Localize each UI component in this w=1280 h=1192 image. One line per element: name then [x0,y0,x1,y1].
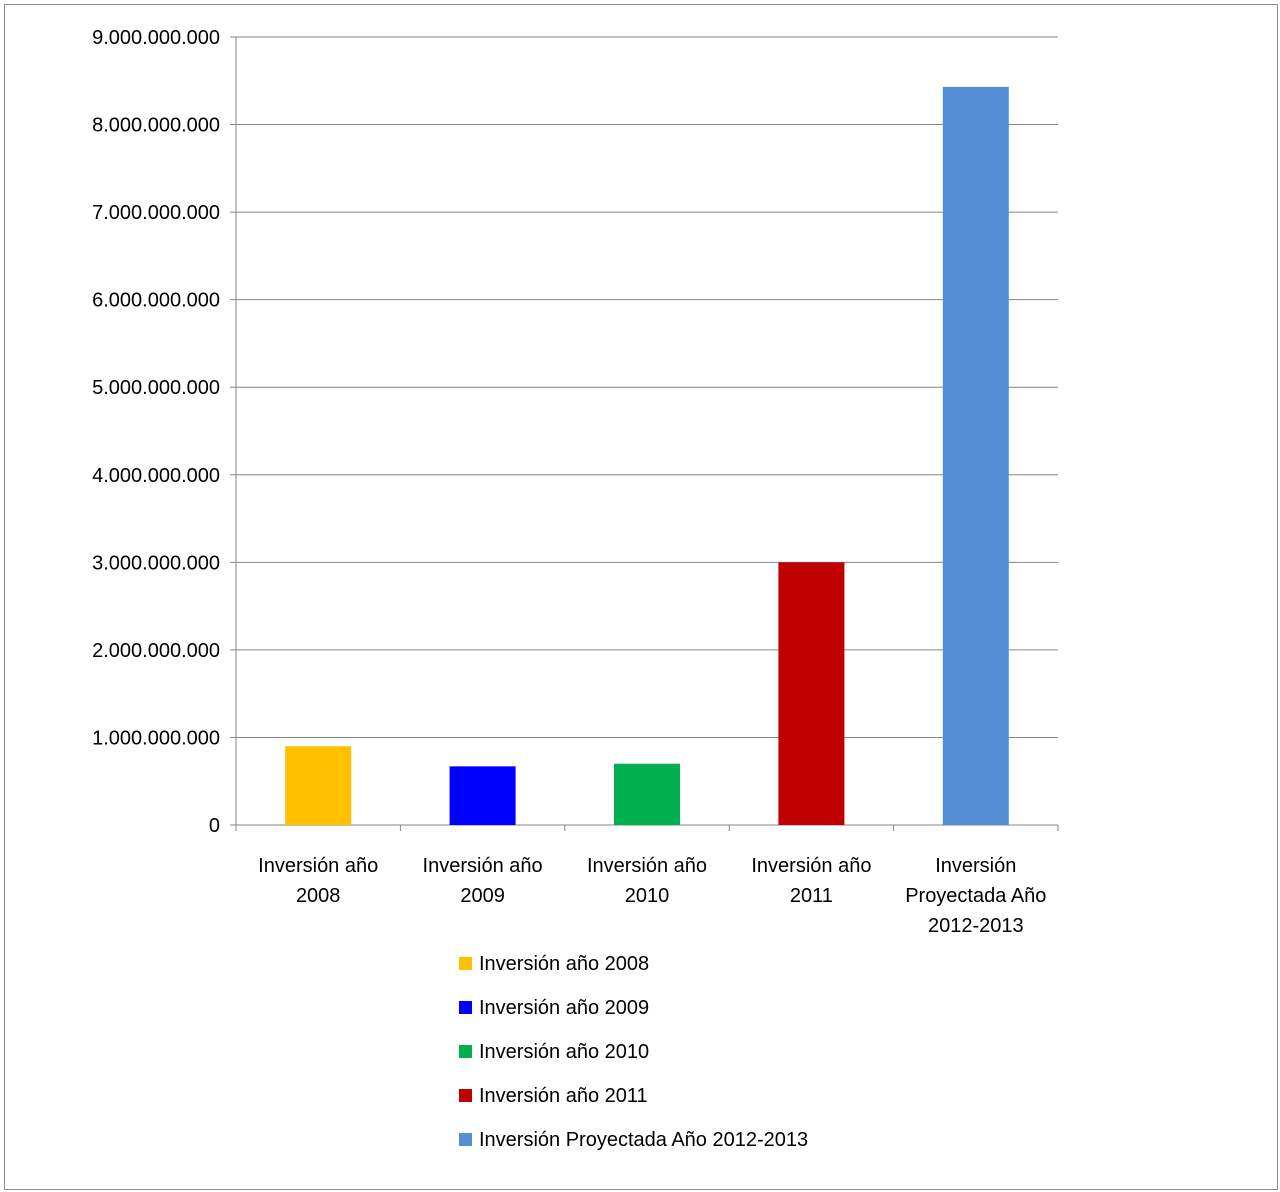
bar-chart: 0 1.000.000.000 2.000.000.000 3.000.000.000… [92,27,1059,1151]
y-tick-label: 8.000.000.000 [92,115,220,137]
x-category-label: 2012-2013 [928,915,1024,937]
y-tick-label: 0 [209,815,220,837]
x-category-label: 2010 [625,885,670,907]
legend-swatch [459,1133,472,1146]
bar [285,746,352,825]
x-axis-category-labels: Inversión año 2008 Inversión año 2009 Invers… [258,855,1046,937]
legend-swatch [459,957,472,970]
y-tick-label: 3.000.000.000 [92,552,220,574]
legend-entry: Inversión Proyectada Año 2012-2013 [479,1129,808,1151]
x-category-label: 2011 [790,885,833,907]
bar [614,763,680,825]
bar [778,562,845,825]
x-category-label: Inversión año [587,855,707,877]
legend-entry: Inversión año 2008 [479,953,649,975]
y-tick-label: 2.000.000.000 [92,640,220,662]
x-category-label: Inversión año [751,855,871,877]
y-tick-label: 5.000.000.000 [92,377,220,399]
x-category-label: 2009 [460,885,505,907]
bar [449,766,516,825]
x-category-label: 2008 [296,885,341,907]
chart-area: 0 1.000.000.000 2.000.000.000 3.000.000.000… [4,4,1278,1190]
legend-entry: Inversión año 2009 [479,997,649,1019]
gridlines [236,36,1058,738]
legend: Inversión año 2008 Inversión año 2009 Inve… [459,953,808,1151]
axes [230,36,1059,831]
y-tick-label: 6.000.000.000 [92,290,220,312]
legend-entry: Inversión año 2011 [479,1085,648,1107]
y-tick-label: 1.000.000.000 [92,727,220,749]
x-category-label: Proyectada Año [905,885,1046,907]
x-category-label: Inversión año [258,855,378,877]
legend-swatch [459,1089,472,1102]
x-category-label: Inversión año [423,855,543,877]
bar [942,86,1009,825]
y-tick-label: 9.000.000.000 [92,27,220,49]
y-tick-label: 7.000.000.000 [92,202,220,224]
x-category-label: Inversión [935,855,1016,877]
legend-swatch [459,1001,472,1014]
y-tick-label: 4.000.000.000 [92,465,220,487]
legend-entry: Inversión año 2010 [479,1041,649,1063]
y-axis-tick-labels: 0 1.000.000.000 2.000.000.000 3.000.000.000… [92,27,220,837]
legend-swatch [459,1045,472,1058]
bars [285,86,1009,825]
